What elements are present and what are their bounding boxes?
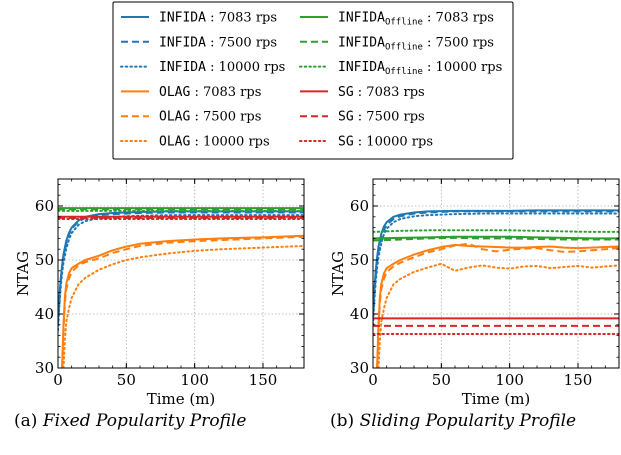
legend-box (112, 1, 514, 160)
series-infida_7500-b (373, 210, 619, 320)
xtick-label-a-1: 50 (117, 371, 136, 389)
legend-label-offline_10000: INFIDAOffline : 10000 rps (338, 60, 502, 77)
xtick-label-a-2: 100 (180, 371, 209, 389)
xtick-label-a-0: 0 (53, 371, 63, 389)
panel-a: 0 50 100 150 30 40 50 60 Time (m) NTAG (14, 178, 305, 408)
series-offline_10000-b (373, 229, 619, 233)
ytick-label-a-0: 30 (35, 359, 54, 377)
legend-label-offline_7500: INFIDAOffline : 7500 rps (338, 35, 494, 52)
caption-a: (a) Fixed Popularity Profile (14, 411, 246, 431)
ylabel-b: NTAG (329, 251, 347, 296)
series-olag_7500-a (61, 235, 304, 368)
xlabel-a: Time (m) (147, 390, 216, 408)
ytick-label-b-3: 60 (350, 197, 369, 215)
xtick-label-b-2: 100 (495, 371, 524, 389)
ytick-label-b-2: 50 (350, 251, 369, 269)
ytick-label-b-1: 40 (350, 305, 369, 323)
legend-label-infida_10000: INFIDA : 10000 rps (159, 60, 285, 75)
xlabel-b: Time (m) (462, 390, 531, 408)
legend-label-olag_7083: OLAG : 7083 rps (159, 85, 261, 100)
legend-label-olag_7500: OLAG : 7500 rps (159, 110, 261, 125)
legend: INFIDA : 7083 rps INFIDA : 7500 rps INFIDA… (112, 1, 514, 160)
ylabel-a: NTAG (14, 251, 32, 296)
series-infida_7500-a (58, 211, 304, 325)
xtick-label-b-3: 150 (564, 371, 593, 389)
caption-b-tag: (b) (330, 411, 355, 431)
caption-a-title: Fixed Popularity Profile (42, 411, 247, 431)
series-offline_7500-b (373, 236, 619, 242)
ytick-label-b-0: 30 (350, 359, 369, 377)
ytick-label-a-1: 40 (35, 305, 54, 323)
ytick-label-a-2: 50 (35, 251, 54, 269)
xtick-label-a-3: 150 (249, 371, 278, 389)
legend-label-sg_7500: SG : 7500 rps (338, 110, 425, 125)
series-infida_7083-b (373, 209, 619, 315)
legend-label-sg_10000: SG : 10000 rps (338, 135, 433, 150)
series-offline_7083-b (373, 235, 619, 240)
panel-b: 0 50 100 150 30 40 50 60 Time (m) NTAG (329, 178, 620, 408)
series-olag_7083-b (376, 243, 619, 368)
series-olag_7500-b (376, 242, 619, 368)
xtick-label-b-0: 0 (368, 371, 378, 389)
ytick-label-a-3: 60 (35, 197, 54, 215)
caption-a-tag: (a) (14, 411, 38, 431)
series-olag_7083-a (61, 234, 304, 368)
caption-b-title: Sliding Popularity Profile (359, 411, 577, 431)
series-infida_10000-a (58, 214, 304, 332)
xtick-label-b-1: 50 (432, 371, 451, 389)
legend-label-infida_7083: INFIDA : 7083 rps (159, 11, 277, 26)
legend-label-sg_7083: SG : 7083 rps (338, 85, 425, 100)
legend-label-infida_7500: INFIDA : 7500 rps (159, 35, 277, 50)
series-olag_10000-a (62, 244, 304, 368)
caption-b: (b) Sliding Popularity Profile (330, 411, 576, 431)
legend-label-olag_10000: OLAG : 10000 rps (159, 135, 270, 150)
series-olag_10000-b (377, 262, 619, 368)
legend-label-offline_7083: INFIDAOffline : 7083 rps (338, 11, 494, 28)
series-infida_7083-a (58, 210, 304, 320)
